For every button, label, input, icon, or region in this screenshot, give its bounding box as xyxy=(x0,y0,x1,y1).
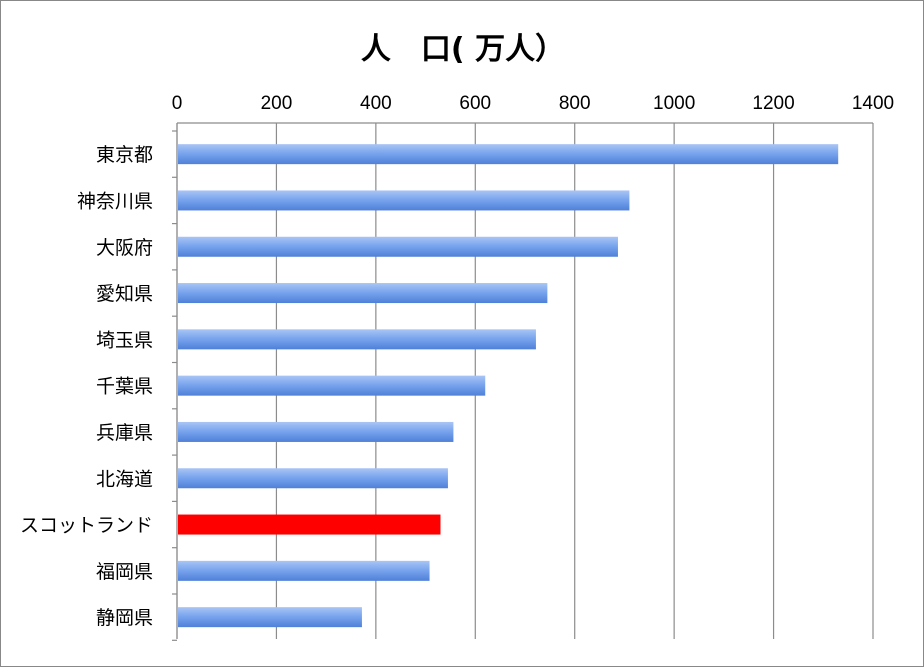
chart-title: 人 口( 万人） xyxy=(361,32,565,67)
bar-8 xyxy=(178,514,441,535)
bar-2 xyxy=(178,236,618,257)
category-label: 北海道 xyxy=(96,468,153,490)
bar-0 xyxy=(178,144,839,165)
bar-1 xyxy=(178,190,630,211)
category-label: 愛知県 xyxy=(96,283,153,305)
x-tick-label: 600 xyxy=(459,93,491,114)
x-tick-label: 1400 xyxy=(852,93,894,114)
x-tick-label: 1000 xyxy=(653,93,695,114)
category-label: スコットランド xyxy=(20,515,153,537)
bars xyxy=(178,144,839,628)
bar-4 xyxy=(178,329,536,350)
category-label: 兵庫県 xyxy=(96,422,153,444)
x-tick-label: 800 xyxy=(559,93,591,114)
category-label: 埼玉県 xyxy=(96,329,153,351)
axis xyxy=(172,122,873,641)
x-tick-label: 0 xyxy=(172,93,183,114)
bar-10 xyxy=(178,607,362,628)
category-label: 大阪府 xyxy=(96,237,153,259)
bar-9 xyxy=(178,560,430,581)
category-label: 福岡県 xyxy=(96,561,153,583)
category-label: 静岡県 xyxy=(96,607,153,629)
category-label: 千葉県 xyxy=(96,376,153,398)
category-label: 神奈川県 xyxy=(77,190,153,212)
x-tick-label: 400 xyxy=(360,93,392,114)
category-label: 東京都 xyxy=(96,144,153,166)
bar-7 xyxy=(178,468,448,489)
bar-6 xyxy=(178,421,454,442)
x-tick-label: 1200 xyxy=(752,93,794,114)
x-tick-label: 200 xyxy=(261,93,293,114)
bar-5 xyxy=(178,375,486,396)
labels: 0 200 400 600 800 1000 1200 1400 東京都神奈川県大阪府愛知県埼玉… xyxy=(20,93,894,629)
bar-3 xyxy=(178,283,548,304)
